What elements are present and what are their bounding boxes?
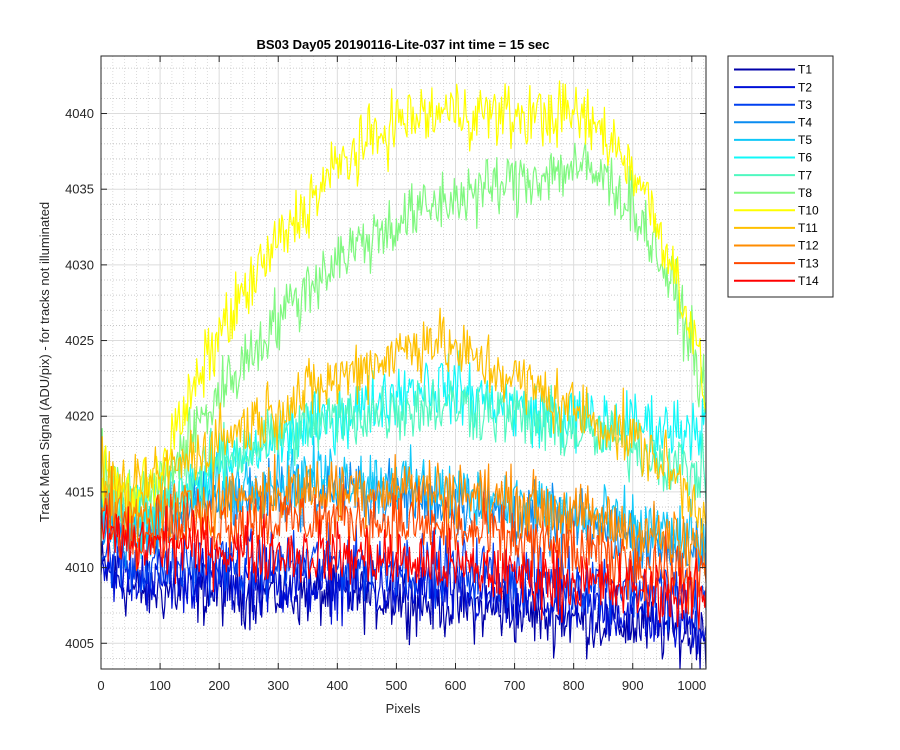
legend-label: T4: [798, 116, 812, 130]
legend: T1 T2 T3 T4 T5 T6 T7 T8 T10 T11 T12 T13 T14: [727, 55, 834, 298]
legend-label: T8: [798, 186, 812, 200]
series-line-t14: [100, 504, 707, 630]
legend-label: T2: [798, 80, 812, 94]
x-tick-label: 800: [563, 678, 585, 693]
x-tick-label: 200: [208, 678, 230, 693]
x-axis-label: Pixels: [386, 701, 421, 716]
series-line-t8: [100, 141, 707, 525]
series-line-t1: [100, 540, 707, 670]
legend-label: T13: [798, 256, 819, 270]
y-ticks: 4005 4010 4015 4020 4025 4030 4035 4040: [65, 106, 706, 651]
y-tick-label: 4040: [65, 106, 94, 121]
y-tick-label: 4005: [65, 636, 94, 651]
x-tick-label: 700: [504, 678, 526, 693]
series-line-t2: [100, 544, 707, 655]
x-tick-label: 100: [149, 678, 171, 693]
y-tick-label: 4030: [65, 257, 94, 272]
y-tick-label: 4020: [65, 409, 94, 424]
x-tick-label: 400: [326, 678, 348, 693]
series-line-t7: [100, 378, 707, 534]
legend-label: T11: [798, 221, 818, 235]
x-tick-label: 300: [267, 678, 289, 693]
x-tick-label: 600: [445, 678, 467, 693]
legend-label: T7: [798, 168, 812, 182]
x-ticks: 0 100 200 300 400 500 600 700 800 900 1000: [97, 56, 706, 693]
series-lines: [100, 80, 707, 670]
legend-label: T3: [798, 98, 812, 112]
x-tick-label: 0: [97, 678, 104, 693]
legend-items: T1 T2 T3 T4 T5 T6 T7 T8 T10 T11 T12 T13 T14: [734, 63, 819, 288]
chart-title: BS03 Day05 20190116-Lite-037 int time = …: [256, 37, 549, 52]
series-line-t11: [100, 307, 707, 539]
x-tick-label: 500: [386, 678, 408, 693]
y-tick-label: 4015: [65, 484, 94, 499]
y-tick-label: 4025: [65, 333, 94, 348]
legend-label: T5: [798, 133, 812, 147]
x-tick-label: 900: [622, 678, 644, 693]
legend-box: [727, 55, 834, 298]
series-line-t10: [100, 80, 707, 519]
legend-label: T10: [798, 204, 819, 218]
x-tick-label: 1000: [677, 678, 706, 693]
legend-label: T6: [798, 151, 812, 165]
axes-box: [100, 55, 707, 670]
y-tick-label: 4035: [65, 182, 94, 197]
legend-label: T14: [798, 274, 819, 288]
legend-label: T12: [798, 239, 819, 253]
legend-label: T1: [798, 63, 812, 77]
y-tick-label: 4010: [65, 560, 94, 575]
y-axis-label: Track Mean Signal (ADU/pix) - for tracks…: [37, 202, 52, 522]
